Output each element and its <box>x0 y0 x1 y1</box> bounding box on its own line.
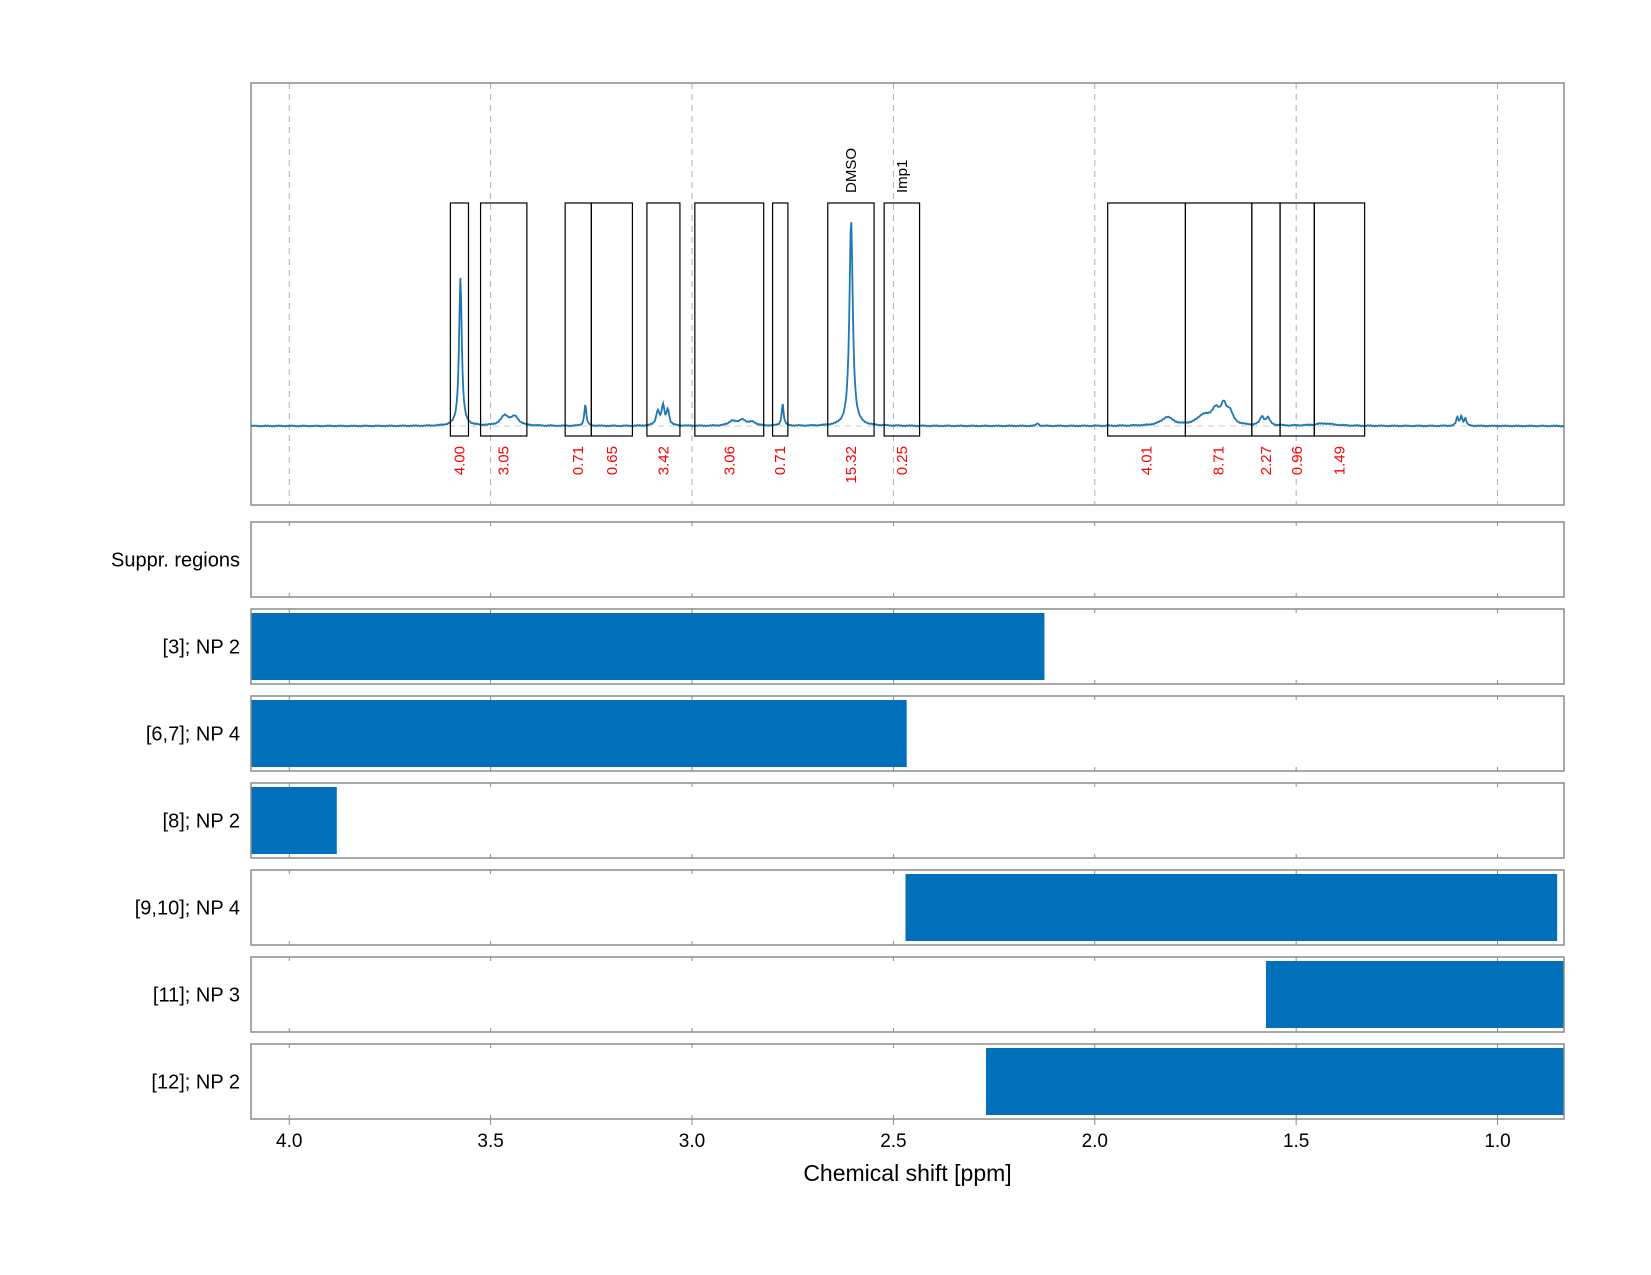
track-bar-2 <box>251 700 907 767</box>
integration-region-11 <box>1251 202 1281 437</box>
track-frame-0 <box>250 521 1565 598</box>
track-label-1: [3]; NP 2 <box>163 637 240 659</box>
spectrum-trace <box>250 222 1565 428</box>
spectrum-panel: 4.00 3.05 0.71 0.65 3.42 3.06 0.71 15.32 DMSO 0.2… <box>250 82 1565 506</box>
x-tick-label-4: 2.0 <box>1082 1131 1108 1152</box>
grid-lines <box>288 83 1499 505</box>
track-bar-1 <box>251 613 1045 680</box>
x-tick-label-3: 2.5 <box>880 1131 906 1152</box>
x-tick-label-6: 1.0 <box>1484 1131 1510 1152</box>
integration-region-7 <box>827 202 875 437</box>
track-frame-2 <box>250 695 1565 772</box>
track-frame-6 <box>250 1043 1565 1120</box>
integral-label-10: 8.71 <box>1211 446 1228 475</box>
spectrum-frame <box>250 82 1565 506</box>
integration-region-10 <box>1184 202 1253 437</box>
x-tick-label-5: 1.5 <box>1283 1131 1309 1152</box>
track-label-6: [12]; NP 2 <box>151 1072 240 1094</box>
integral-label-11: 2.27 <box>1258 446 1275 475</box>
integral-label-2: 0.71 <box>570 446 587 475</box>
integration-region-4 <box>646 202 681 437</box>
peak-annotation-8: Imp1 <box>894 160 911 193</box>
track-frame-3 <box>250 782 1565 859</box>
integral-label-4: 3.42 <box>655 446 672 475</box>
integration-region-3 <box>590 202 634 437</box>
integral-label-0: 4.00 <box>451 446 468 475</box>
track-bar-4 <box>905 874 1558 941</box>
track-label-5: [11]; NP 3 <box>153 985 240 1007</box>
integration-region-1 <box>479 202 528 437</box>
integration-region-0 <box>449 202 470 437</box>
integration-region-13 <box>1313 202 1366 437</box>
integral-label-6: 0.71 <box>772 446 789 475</box>
integration-region-8 <box>883 202 921 437</box>
integration-region-2 <box>564 202 592 437</box>
track-label-2: [6,7]; NP 4 <box>146 724 240 746</box>
track-label-0: Suppr. regions <box>111 550 240 572</box>
x-tick-label-2: 3.0 <box>679 1131 705 1152</box>
track-bar-6 <box>986 1048 1564 1115</box>
track-frame-1 <box>250 608 1565 685</box>
integral-label-12: 0.96 <box>1289 446 1306 475</box>
x-tick-label-1: 3.5 <box>477 1131 503 1152</box>
x-tick-label-0: 4.0 <box>276 1131 302 1152</box>
bin-tracks: Suppr. regions [3]; NP 2 [6,7]; NP 4 [8]; N… <box>111 521 1565 1120</box>
integral-label-8: 0.25 <box>894 446 911 475</box>
integral-label-3: 0.65 <box>604 446 621 475</box>
track-label-3: [8]; NP 2 <box>163 811 240 833</box>
integration-region-12 <box>1279 202 1315 437</box>
track-frame-5 <box>250 956 1565 1033</box>
integral-label-5: 3.06 <box>721 446 738 475</box>
integration-region-6 <box>771 202 789 437</box>
x-axis: 4.0 3.5 3.0 2.5 2.0 1.5 1.0 Chemical shift [ppm… <box>276 1119 1511 1186</box>
x-axis-label: Chemical shift [ppm] <box>803 1160 1011 1186</box>
track-bar-5 <box>1265 961 1564 1028</box>
track-label-4: [9,10]; NP 4 <box>135 898 240 920</box>
integral-label-13: 1.49 <box>1331 446 1348 475</box>
integration-region-9 <box>1107 202 1187 437</box>
track-bar-3 <box>251 787 337 854</box>
integral-label-7: 15.32 <box>843 446 860 484</box>
integral-label-9: 4.01 <box>1139 446 1156 475</box>
peak-annotation-7: DMSO <box>843 148 860 193</box>
integration-region-5 <box>694 202 765 437</box>
integral-label-1: 3.05 <box>496 446 513 475</box>
track-frame-4 <box>250 869 1565 946</box>
